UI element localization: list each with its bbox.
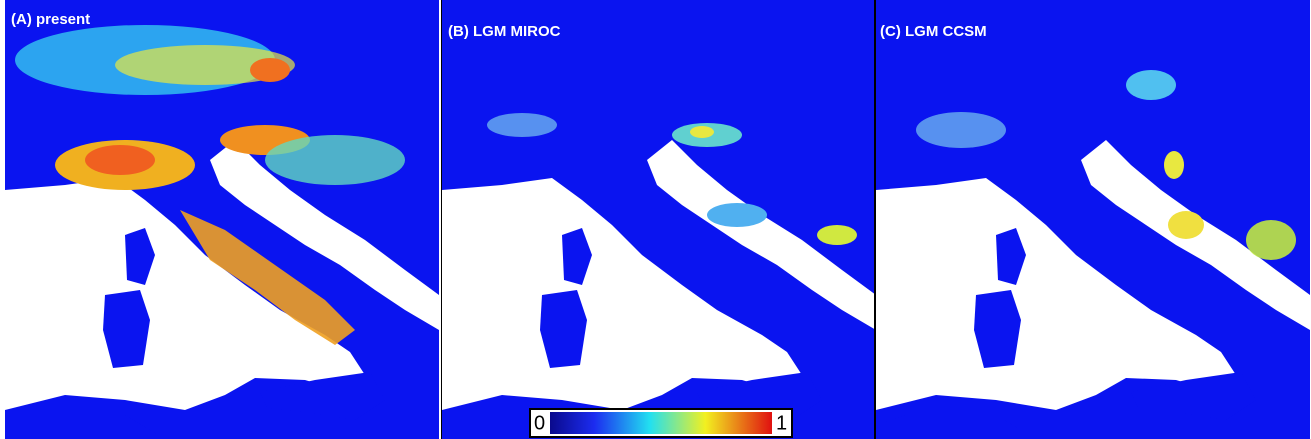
colorbar: 0 1 [530, 409, 792, 437]
panel-label: (A) present [11, 11, 90, 28]
panel-a: (A) present [5, 0, 439, 439]
figure: (A) present (B) LGM MIROC (C) LGM CCSM 0… [0, 0, 1311, 439]
panel-label: (C) LGM CCSM [880, 23, 987, 40]
panel-c: (C) LGM CCSM [876, 0, 1310, 439]
colorbar-min: 0 [534, 412, 545, 434]
panel-b: (B) LGM MIROC [442, 0, 876, 439]
panel-label: (B) LGM MIROC [448, 23, 561, 40]
colorbar-max: 1 [776, 412, 787, 434]
